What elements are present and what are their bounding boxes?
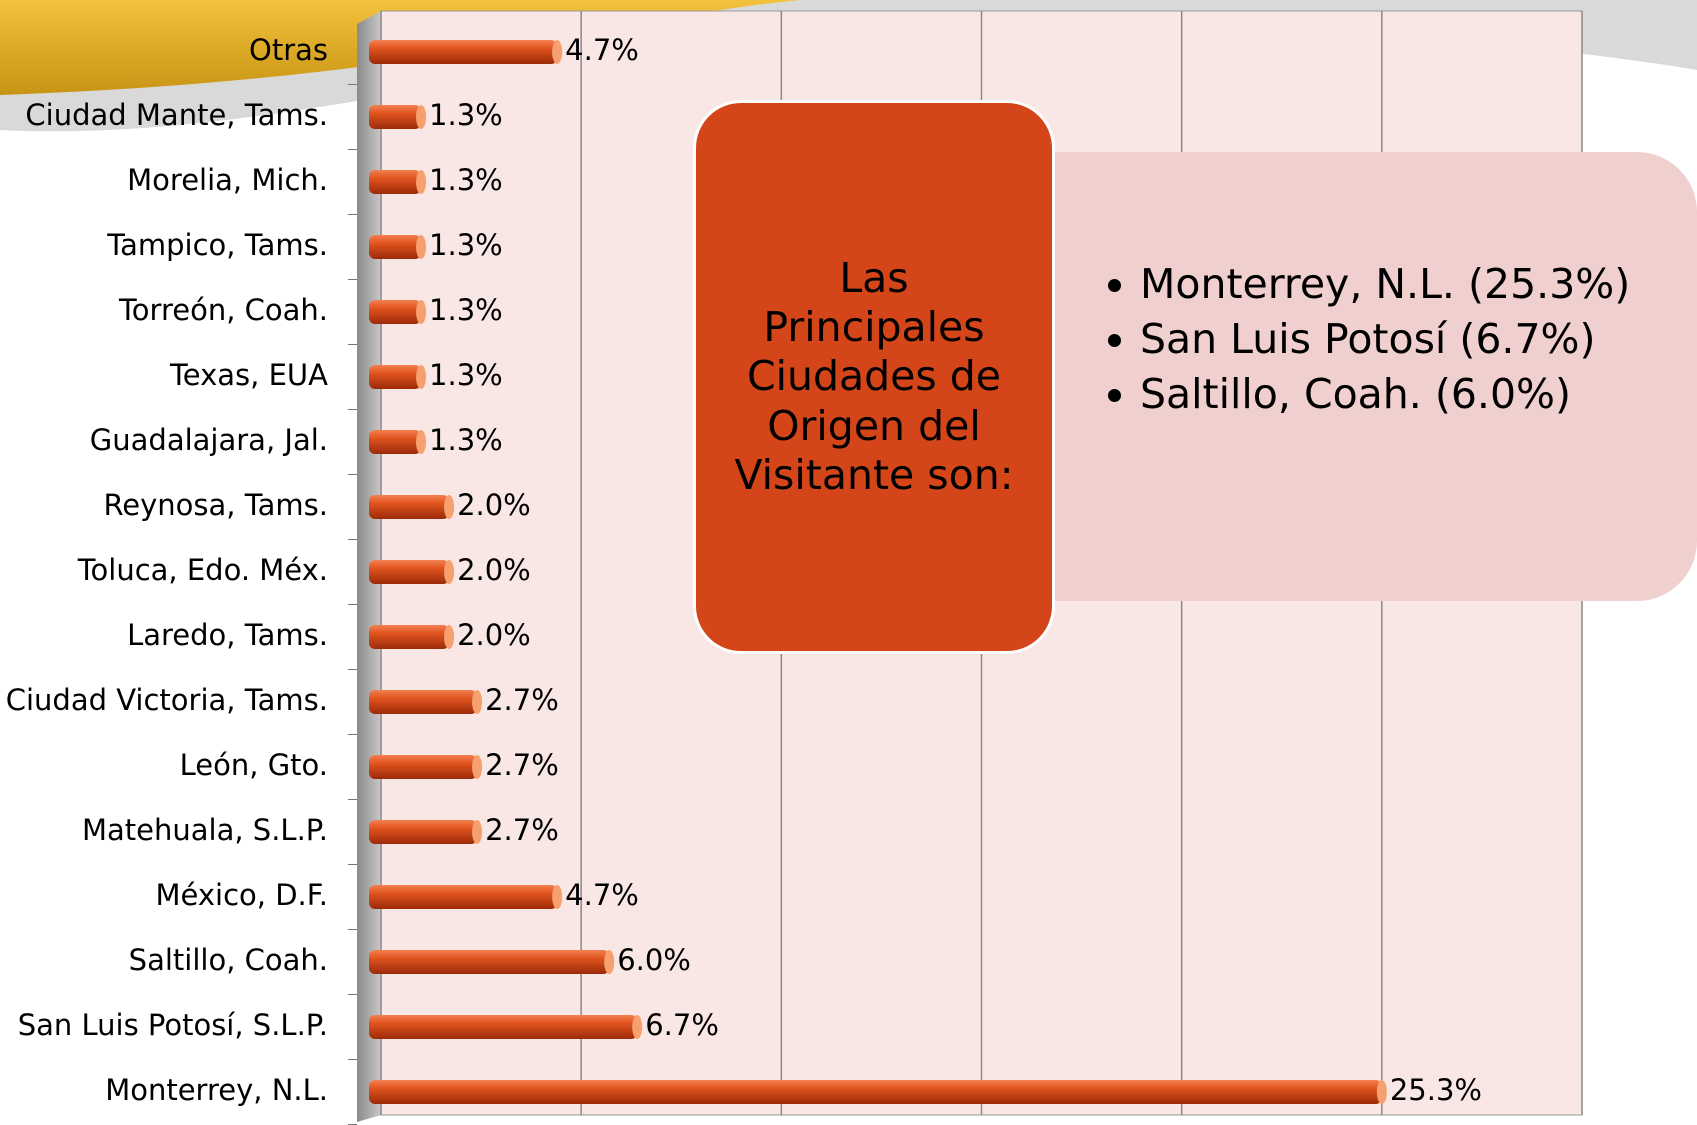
bar — [369, 430, 421, 454]
callout-item: Saltillo, Coah. (6.0%) — [1140, 370, 1687, 419]
y-tick-label: Monterrey, N.L. — [105, 1073, 328, 1107]
y-tick-label: León, Gto. — [180, 748, 328, 782]
y-tick-label: Torreón, Coah. — [118, 293, 328, 327]
bar-cap — [444, 495, 454, 519]
value-label: 2.0% — [457, 553, 531, 587]
y-tick-label: Ciudad Mante, Tams. — [25, 98, 328, 132]
bar-cap — [416, 105, 426, 129]
bar — [369, 560, 449, 584]
y-tick-label: Reynosa, Tams. — [103, 488, 328, 522]
bar-cap — [416, 235, 426, 259]
value-label: 6.0% — [617, 943, 691, 977]
bar-cap — [416, 170, 426, 194]
slide: Otras 4.7% Ciudad Mante, Tams. 1.3% Morelia,… — [0, 0, 1697, 1125]
value-label: 2.0% — [457, 488, 531, 522]
bar-cap — [416, 430, 426, 454]
value-label: 1.3% — [429, 228, 503, 262]
bar — [369, 235, 421, 259]
bar-cap — [444, 560, 454, 584]
callout-list-box: Monterrey, N.L. (25.3%) San Luis Potosí (… — [1040, 152, 1697, 601]
y-tick-label: Guadalajara, Jal. — [90, 423, 328, 457]
value-label: 6.7% — [645, 1008, 719, 1042]
bar — [369, 170, 421, 194]
value-label: 4.7% — [565, 878, 639, 912]
value-label: 2.7% — [485, 813, 559, 847]
bar — [369, 300, 421, 324]
bar-cap — [552, 885, 562, 909]
callout-item: Monterrey, N.L. (25.3%) — [1140, 260, 1687, 309]
value-label: 4.7% — [565, 33, 639, 67]
bar-cap — [472, 820, 482, 844]
bar — [369, 1080, 1382, 1104]
value-label: 1.3% — [429, 358, 503, 392]
y-tick-label: Saltillo, Coah. — [129, 943, 328, 977]
bar — [369, 495, 449, 519]
bar-cap — [416, 365, 426, 389]
y-tick-label: San Luis Potosí, S.L.P. — [18, 1008, 328, 1042]
bar-cap — [472, 690, 482, 714]
callout-item: San Luis Potosí (6.7%) — [1140, 315, 1687, 364]
bar — [369, 1015, 637, 1039]
value-label: 25.3% — [1390, 1073, 1482, 1107]
y-tick-label: Matehuala, S.L.P. — [82, 813, 328, 847]
value-label: 1.3% — [429, 163, 503, 197]
bar-cap — [472, 755, 482, 779]
bar-cap — [1377, 1080, 1387, 1104]
y-tick-label: Ciudad Victoria, Tams. — [6, 683, 328, 717]
callout-list: Monterrey, N.L. (25.3%) San Luis Potosí (… — [1110, 260, 1687, 420]
bar-cap — [416, 300, 426, 324]
bar — [369, 820, 477, 844]
bar — [369, 885, 557, 909]
bar — [369, 365, 421, 389]
y-tick-label: Laredo, Tams. — [127, 618, 328, 652]
bar-cap — [444, 625, 454, 649]
bar — [369, 40, 557, 64]
bar — [369, 625, 449, 649]
y-tick-label: Toluca, Edo. Méx. — [77, 553, 328, 587]
bar-cap — [632, 1015, 642, 1039]
value-label: 2.7% — [485, 748, 559, 782]
bar-cap — [552, 40, 562, 64]
bar — [369, 690, 477, 714]
y-tick-label: México, D.F. — [156, 878, 329, 912]
bar-cap — [604, 950, 614, 974]
y-tick-label: Morelia, Mich. — [127, 163, 328, 197]
value-label: 2.0% — [457, 618, 531, 652]
value-label: 2.7% — [485, 683, 559, 717]
callout-title-box: Las Principales Ciudades de Origen del V… — [693, 100, 1055, 654]
y-tick-label: Otras — [249, 33, 328, 67]
bar — [369, 950, 609, 974]
value-label: 1.3% — [429, 293, 503, 327]
value-label: 1.3% — [429, 98, 503, 132]
callout-title: Las Principales Ciudades de Origen del V… — [724, 254, 1024, 500]
bar — [369, 105, 421, 129]
y-tick-label: Tampico, Tams. — [106, 228, 328, 262]
y-tick-label: Texas, EUA — [169, 358, 328, 392]
value-label: 1.3% — [429, 423, 503, 457]
bar — [369, 755, 477, 779]
